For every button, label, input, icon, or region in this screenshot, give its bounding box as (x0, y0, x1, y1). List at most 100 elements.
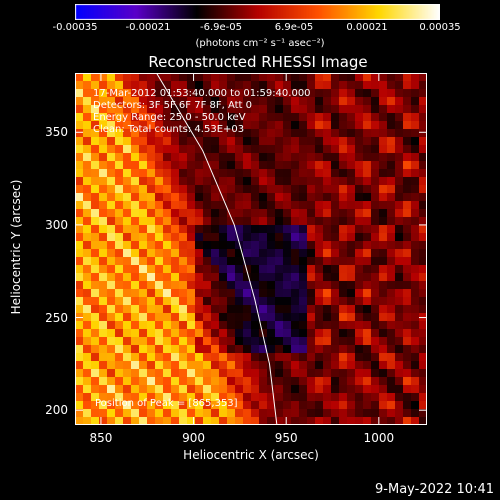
heatmap-cell (179, 129, 188, 138)
heatmap-cell (307, 201, 316, 210)
heatmap-cell (323, 281, 332, 290)
heatmap-cell (75, 265, 84, 274)
heatmap-cell (187, 193, 196, 202)
heatmap-cell (387, 81, 396, 90)
heatmap-cell (339, 145, 348, 154)
heatmap-cell (339, 161, 348, 170)
heatmap-cell (235, 185, 244, 194)
heatmap-cell (179, 73, 188, 82)
heatmap-cell (315, 241, 324, 250)
heatmap-cell (155, 345, 164, 354)
heatmap-cell (187, 401, 196, 410)
heatmap-cell (147, 297, 156, 306)
heatmap-cell (139, 289, 148, 298)
heatmap-cell (347, 129, 356, 138)
heatmap-cell (235, 129, 244, 138)
heatmap-cell (331, 417, 340, 425)
heatmap-cell (243, 385, 252, 394)
heatmap-cell (403, 233, 412, 242)
heatmap-cell (315, 345, 324, 354)
heatmap-cell (355, 273, 364, 282)
heatmap-cell (219, 201, 228, 210)
heatmap-cell (275, 369, 284, 378)
heatmap-cell (363, 369, 372, 378)
heatmap-cell (155, 289, 164, 298)
heatmap-cell (283, 129, 292, 138)
heatmap-cell (107, 161, 116, 170)
heatmap-cell (411, 161, 420, 170)
heatmap-cell (75, 113, 84, 122)
heatmap-cell (195, 209, 204, 218)
heatmap-cell (315, 81, 324, 90)
heatmap-cell (323, 113, 332, 122)
heatmap-cell (139, 153, 148, 162)
heatmap-cell (363, 225, 372, 234)
heatmap-cell (339, 345, 348, 354)
heatmap-cell (363, 73, 372, 82)
heatmap-cell (299, 193, 308, 202)
heatmap-cell (251, 81, 260, 90)
heatmap-cell (411, 217, 420, 226)
heatmap-cell (171, 417, 180, 425)
heatmap-cell (395, 281, 404, 290)
heatmap-cell (411, 89, 420, 98)
heatmap-cell (315, 393, 324, 402)
heatmap-cell (147, 361, 156, 370)
heatmap-cell (211, 97, 220, 106)
heatmap-cell (171, 281, 180, 290)
heatmap-cell (411, 249, 420, 258)
heatmap-cell (195, 265, 204, 274)
heatmap-cell (139, 177, 148, 186)
heatmap-cell (211, 417, 220, 425)
heatmap-cell (379, 113, 388, 122)
heatmap-cell (419, 121, 427, 130)
heatmap-cell (219, 129, 228, 138)
heatmap-cell (355, 257, 364, 266)
heatmap-cell (147, 385, 156, 394)
heatmap-cell (251, 385, 260, 394)
heatmap-cell (147, 201, 156, 210)
heatmap-cell (251, 145, 260, 154)
heatmap-cell (139, 249, 148, 258)
heatmap-cell (155, 209, 164, 218)
heatmap-cell (395, 345, 404, 354)
heatmap-cell (187, 273, 196, 282)
heatmap-cell (211, 73, 220, 82)
heatmap-cell (395, 137, 404, 146)
heatmap-cell (275, 281, 284, 290)
heatmap-cell (115, 177, 124, 186)
heatmap-cell (155, 329, 164, 338)
heatmap-cell (259, 337, 268, 346)
heatmap-cell (171, 153, 180, 162)
heatmap-cell (75, 249, 84, 258)
heatmap-cell (243, 201, 252, 210)
heatmap-cell (275, 185, 284, 194)
heatmap-cell (107, 145, 116, 154)
heatmap-cell (163, 105, 172, 114)
heatmap-cell (115, 233, 124, 242)
heatmap-cell (291, 273, 300, 282)
heatmap-cell (147, 97, 156, 106)
heatmap-cell (419, 337, 427, 346)
heatmap-cell (291, 145, 300, 154)
heatmap-cell (299, 225, 308, 234)
heatmap-cell (163, 289, 172, 298)
heatmap-cell (211, 353, 220, 362)
heatmap-cell (115, 321, 124, 330)
heatmap-cell (347, 409, 356, 418)
heatmap-cell (203, 145, 212, 154)
heatmap-cell (411, 321, 420, 330)
heatmap-cell (195, 233, 204, 242)
heatmap-cell (363, 321, 372, 330)
heatmap-cell (91, 289, 100, 298)
heatmap-cell (83, 281, 92, 290)
heatmap-cell (283, 137, 292, 146)
heatmap-cell (203, 281, 212, 290)
heatmap-cell (299, 329, 308, 338)
timestamp: 9-May-2022 10:41 (375, 482, 494, 497)
heatmap-cell (235, 113, 244, 122)
heatmap-cell (187, 313, 196, 322)
heatmap-cell (347, 345, 356, 354)
heatmap-cell (419, 369, 427, 378)
heatmap-cell (139, 225, 148, 234)
